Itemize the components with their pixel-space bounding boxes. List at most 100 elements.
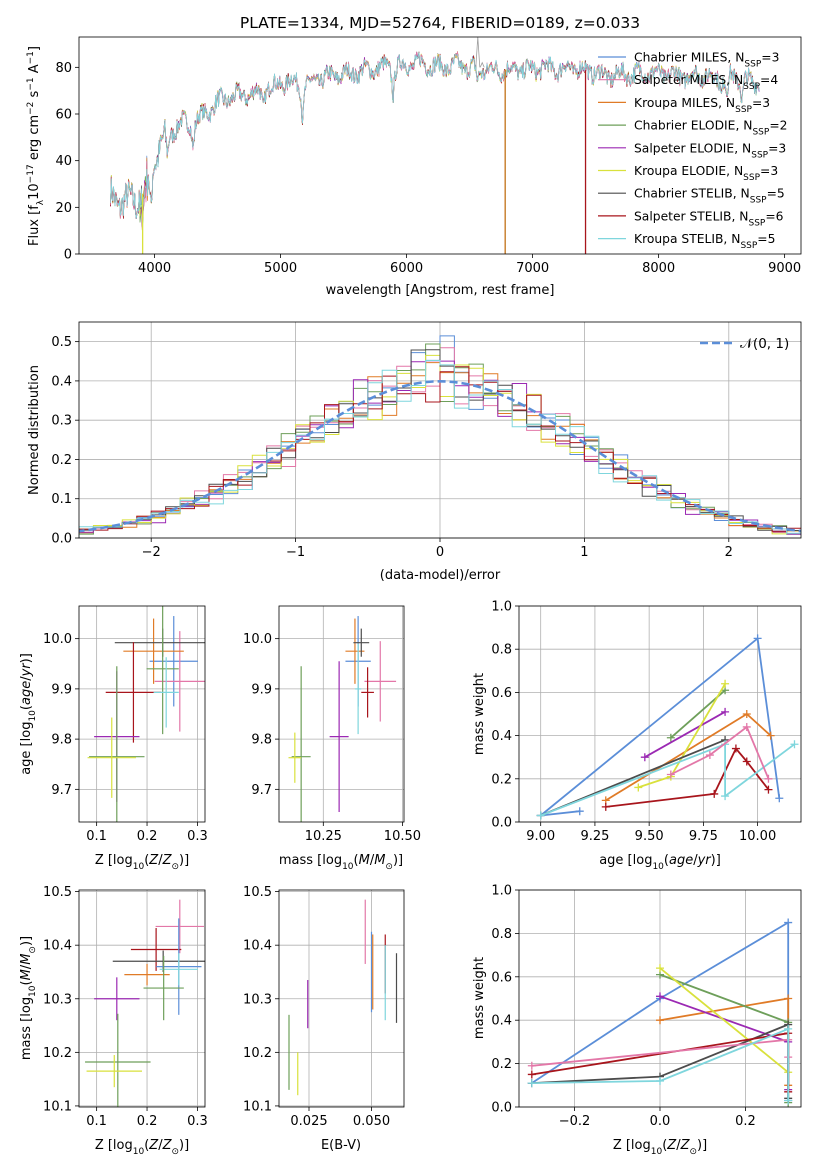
x-tick-label: 9.75 — [689, 829, 718, 844]
weight-marker — [784, 1096, 793, 1105]
weight-marker — [527, 1061, 536, 1070]
y-tick-label: 0.0 — [491, 816, 512, 831]
data-point — [87, 717, 136, 798]
histogram-step — [79, 349, 801, 538]
data-point — [364, 641, 397, 722]
weight-line — [644, 711, 726, 758]
weight-marker — [784, 918, 793, 927]
x-axis-label: Z [log10(Z/Z⊙)] — [95, 853, 189, 872]
weight-marker — [666, 770, 675, 779]
axis-label: mass [log10(M/M⊙)] — [19, 936, 38, 1060]
panel-age-vs-mass: 10.25 10.50 9.7 9.8 9.9 10.0 mass [log10(M/M⊙)… — [243, 605, 421, 872]
weight-marker — [656, 992, 664, 1001]
y-tick-label: 10.1 — [243, 1099, 272, 1114]
data-point — [288, 732, 302, 783]
data-point — [130, 928, 182, 971]
x-axis-label: E(B-V) — [321, 1138, 361, 1153]
legend-entry: Chabrier STELIB, NSSP=5 — [634, 187, 785, 206]
y-tick-label: 0.6 — [491, 970, 512, 985]
error-bars — [85, 899, 205, 1107]
x-axis-label: Z [log10(Z/Z⊙)] — [613, 1138, 707, 1157]
panel-hist: −2 −1 0 1 2 0.0 0.1 0.2 0.3 0.4 0.5 𝒩(0, 1) (data-mo… — [27, 321, 802, 583]
y-tick-label: 9.8 — [251, 733, 272, 748]
y-axis-label: mass weight — [472, 673, 487, 755]
weight-marker — [536, 811, 545, 820]
data-point — [149, 616, 198, 707]
error-bars — [288, 616, 397, 822]
panel-frame — [78, 889, 206, 1108]
weight-marker — [775, 794, 784, 803]
weight-marker — [764, 785, 773, 794]
weight-marker — [784, 1024, 793, 1033]
weight-series — [536, 634, 799, 820]
weight-marker — [656, 1016, 664, 1025]
weight-marker — [721, 679, 730, 688]
y-tick-label: 0.8 — [491, 643, 512, 658]
y-tick-label: 40 — [55, 154, 72, 169]
x-tick-label: 9.50 — [635, 829, 664, 844]
panel-spectrum: 4000 5000 6000 7000 8000 9000 0 20 40 60 80 PLATE=1… — [26, 14, 802, 298]
y-tick-label: 0.2 — [51, 453, 72, 468]
y-tick-label: 10.3 — [43, 992, 72, 1007]
data-point — [86, 1055, 142, 1088]
error-bars — [87, 606, 205, 822]
weight-marker — [742, 722, 751, 731]
x-tick-label: 7000 — [516, 261, 549, 276]
y-tick-label: 10.5 — [43, 885, 72, 900]
x-tick-label: 10.25 — [305, 829, 342, 844]
x-tick-label: 9.00 — [526, 829, 555, 844]
y-tick-label: 10.5 — [243, 885, 272, 900]
panel-frame — [278, 889, 405, 1108]
x-tick-label: 0.2 — [137, 1114, 158, 1129]
y-tick-label: 10.2 — [243, 1046, 272, 1061]
panel-frame — [278, 605, 405, 823]
x-tick-label: 0.0 — [650, 1114, 671, 1129]
y-tick-label: 0.8 — [491, 927, 512, 942]
data-point — [361, 667, 374, 718]
weight-marker — [764, 774, 773, 783]
spectrum-series-line — [110, 52, 760, 227]
y-axis-label: mass weight — [472, 957, 487, 1039]
data-point — [146, 606, 179, 735]
y-tick-label: 9.8 — [51, 733, 72, 748]
panel-age-vs-Z: 0.1 0.2 0.3 9.7 9.8 9.9 10.0 Z [log10(Z/Z⊙)] age… — [19, 605, 208, 872]
weight-series — [527, 918, 793, 1107]
y-tick-label: 10.1 — [43, 1099, 72, 1114]
x-tick-label: −2 — [142, 545, 161, 560]
y-tick-label: 9.7 — [51, 783, 72, 798]
x-tick-label: 0.025 — [290, 1114, 327, 1129]
weight-marker — [601, 802, 610, 811]
spectrum-lines — [110, 37, 760, 254]
error-bars — [288, 899, 398, 1096]
weight-line — [531, 1028, 790, 1101]
x-tick-label: 9.25 — [580, 829, 609, 844]
weight-marker — [790, 740, 799, 749]
weight-line — [670, 726, 770, 780]
x-tick-label: 4000 — [138, 261, 171, 276]
weight-marker — [705, 751, 714, 760]
y-tick-label: 0.5 — [51, 335, 72, 350]
panel-frame — [518, 605, 802, 823]
legend: Chabrier MILES, NSSP=3 Salpeter MILES, NS… — [598, 51, 787, 251]
x-tick-label: 9000 — [768, 261, 801, 276]
legend-entry: Chabrier ELODIE, NSSP=2 — [634, 119, 787, 138]
legend-entry: Kroupa ELODIE, NSSP=3 — [634, 164, 778, 183]
y-tick-label: 10.3 — [243, 992, 272, 1007]
y-tick-label: 0.0 — [51, 532, 72, 547]
y-tick-label: 0.4 — [491, 1014, 512, 1029]
panel-frame — [518, 889, 802, 1108]
data-point — [329, 661, 349, 812]
weight-marker — [753, 634, 762, 643]
y-tick-label: 9.9 — [251, 682, 272, 697]
x-tick-label: 10.50 — [384, 829, 421, 844]
x-tick-label: 0.050 — [353, 1114, 390, 1129]
legend-entry: Kroupa MILES, NSSP=3 — [634, 96, 770, 115]
weight-line — [539, 637, 781, 817]
y-tick-label: 0 — [64, 248, 72, 263]
weight-marker — [575, 807, 584, 816]
weight-marker — [710, 789, 719, 798]
axis-label: age [log10(age/yr)] — [599, 853, 721, 872]
data-point — [85, 1013, 151, 1107]
x-tick-label: 10.00 — [739, 829, 776, 844]
weight-marker — [721, 792, 730, 801]
